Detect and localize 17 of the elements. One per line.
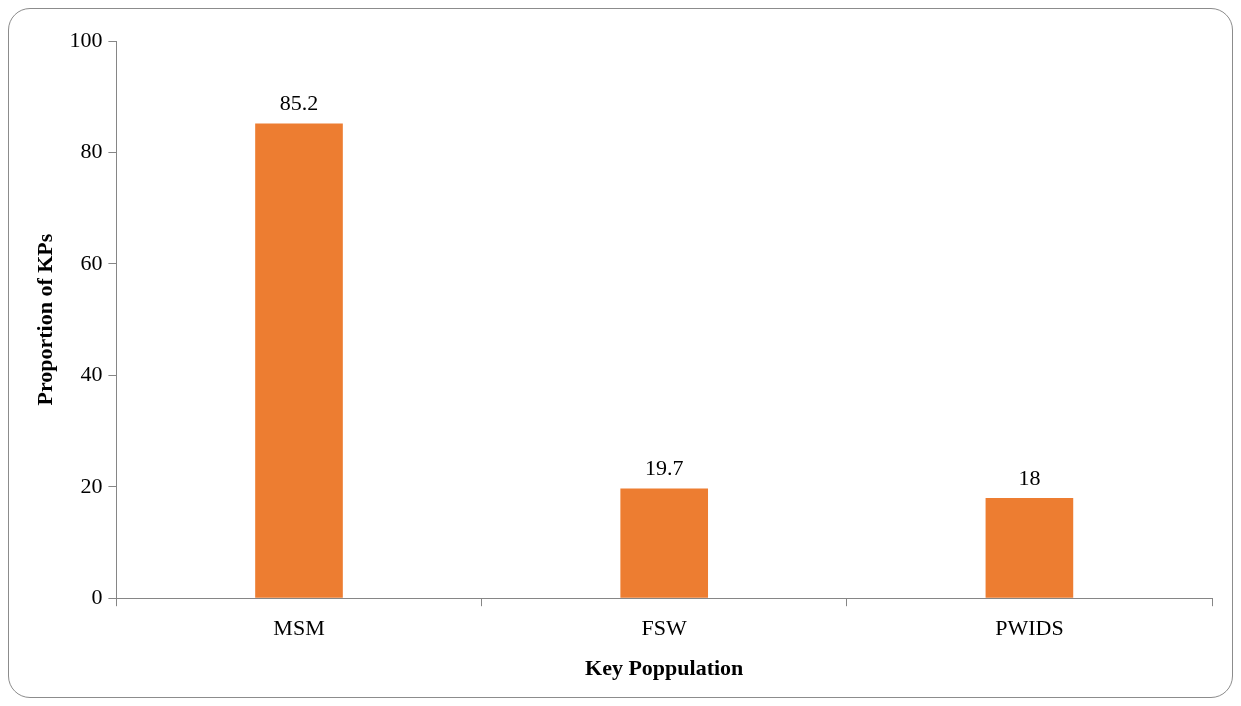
y-tick-label: 40 bbox=[80, 361, 103, 387]
x-axis-title: Key Poppulation bbox=[585, 655, 744, 681]
y-tick-label: 0 bbox=[91, 583, 103, 609]
x-tick-label: MSM bbox=[273, 615, 325, 641]
y-axis-title: Proportion of KPs bbox=[31, 233, 57, 406]
x-tick-label: FSW bbox=[641, 615, 688, 641]
data-label: 18 bbox=[1018, 464, 1041, 490]
y-tick-label: 20 bbox=[80, 472, 103, 498]
bar bbox=[620, 488, 709, 598]
x-tick-label: PWIDS bbox=[995, 615, 1064, 641]
data-label: 85.2 bbox=[279, 90, 319, 116]
bar bbox=[985, 497, 1074, 598]
y-tick-label: 60 bbox=[80, 249, 103, 275]
bar bbox=[255, 123, 343, 598]
data-label: 19.7 bbox=[644, 455, 684, 481]
y-tick-label: 80 bbox=[80, 138, 103, 164]
y-tick-label: 100 bbox=[69, 26, 103, 52]
